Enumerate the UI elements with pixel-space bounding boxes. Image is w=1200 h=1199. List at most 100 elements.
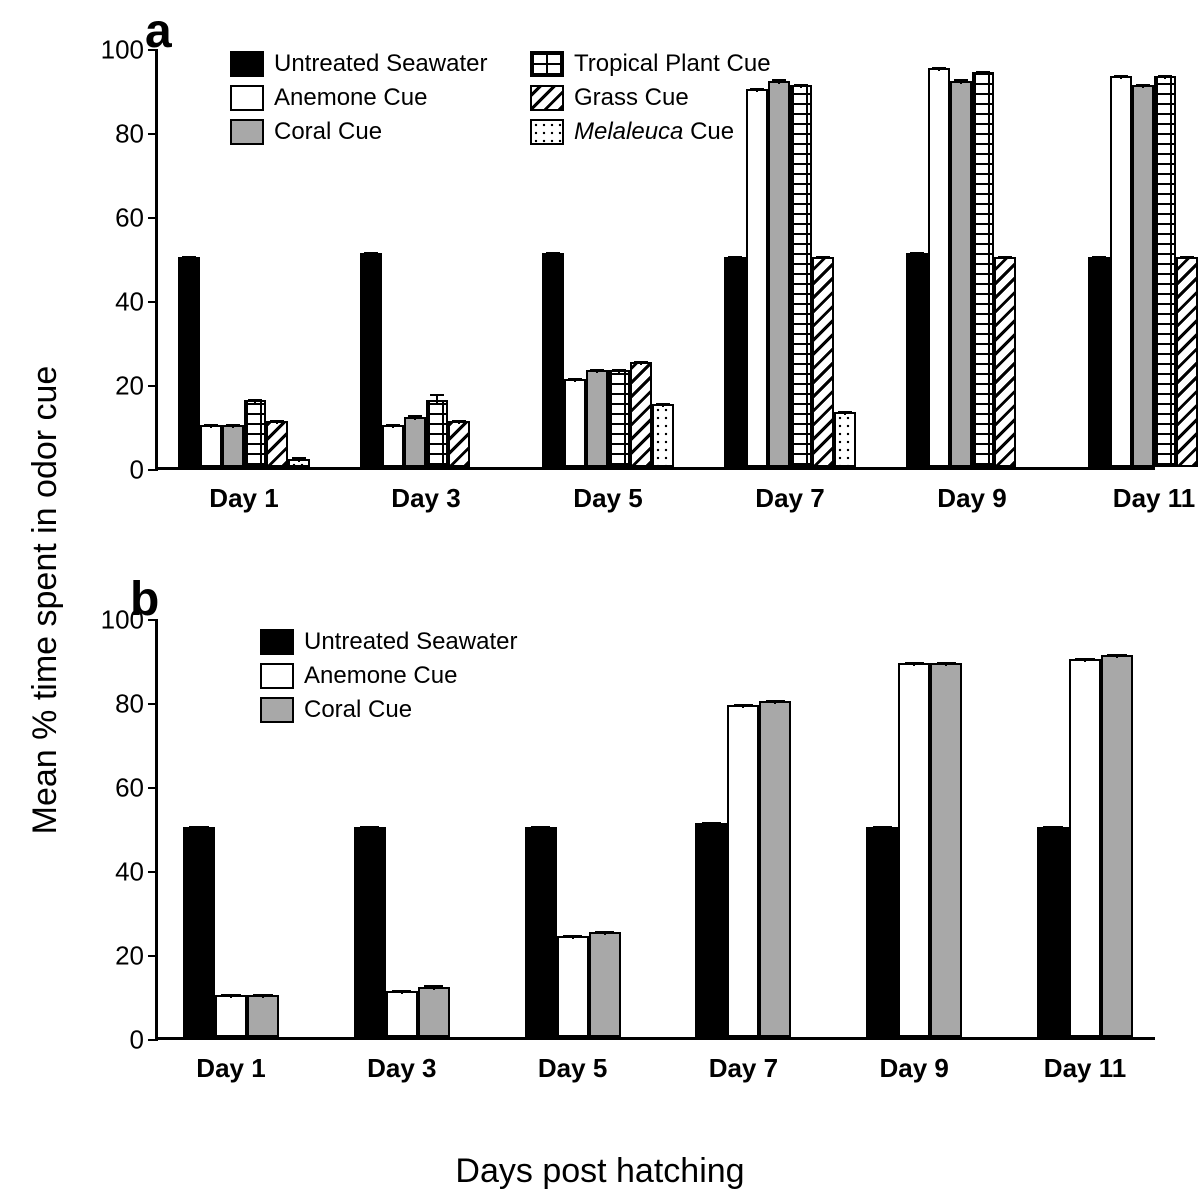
bar <box>247 995 279 1037</box>
error-cap <box>905 662 924 664</box>
y-tick-label: 20 <box>94 941 144 972</box>
bar <box>1088 257 1110 467</box>
error-cap <box>1136 84 1149 86</box>
error-cap <box>595 931 614 933</box>
bar <box>608 370 630 467</box>
error-cap <box>937 662 956 664</box>
y-tick-label: 100 <box>94 35 144 66</box>
y-tick <box>148 385 158 387</box>
error-cap <box>1092 256 1105 258</box>
bar <box>930 663 962 1037</box>
error-cap <box>226 424 239 426</box>
y-tick-label: 40 <box>94 857 144 888</box>
bar <box>1101 655 1133 1037</box>
error-cap <box>794 84 807 86</box>
bar <box>525 827 557 1037</box>
bar <box>994 257 1016 467</box>
error-cap <box>816 256 829 258</box>
bar <box>812 257 834 467</box>
error-cap <box>998 256 1011 258</box>
x-category-label: Day 5 <box>538 1053 607 1084</box>
y-tick-label: 100 <box>94 605 144 636</box>
bar <box>695 823 727 1037</box>
error-cap <box>531 826 550 828</box>
error-cap <box>189 826 208 828</box>
bar <box>928 68 950 467</box>
legend-swatch <box>230 119 264 145</box>
legend-label: Coral Cue <box>304 696 412 724</box>
bar <box>586 370 608 467</box>
error-cap <box>424 985 443 987</box>
error-cap <box>976 71 989 73</box>
y-tick <box>148 469 158 471</box>
bar <box>972 72 994 467</box>
bar <box>404 417 426 467</box>
bar <box>183 827 215 1037</box>
bar <box>222 425 244 467</box>
bar <box>768 81 790 467</box>
error-cap <box>590 369 603 371</box>
bar <box>426 400 448 467</box>
x-category-label: Day 7 <box>709 1053 778 1084</box>
y-tick-label: 80 <box>94 119 144 150</box>
legend-item: Grass Cue <box>530 84 689 112</box>
bar <box>200 425 222 467</box>
bar <box>386 991 418 1037</box>
y-tick <box>148 955 158 957</box>
bar <box>360 253 382 467</box>
legend-item: Melaleuca Cue <box>530 118 734 146</box>
bar <box>1069 659 1101 1037</box>
y-tick-label: 0 <box>94 1025 144 1056</box>
legend-label: Untreated Seawater <box>304 628 517 656</box>
error-cap <box>221 994 240 996</box>
error-cap <box>182 256 195 258</box>
bar <box>448 421 470 467</box>
error-cap <box>656 403 669 405</box>
error-cap <box>568 378 581 380</box>
error-cap <box>873 826 892 828</box>
bar <box>1176 257 1198 467</box>
x-category-label: Day 3 <box>391 483 460 514</box>
error-cap <box>430 394 443 396</box>
error-cap <box>1180 256 1193 258</box>
error-cap <box>248 399 261 401</box>
error-cap <box>386 424 399 426</box>
y-tick <box>148 1039 158 1041</box>
x-category-label: Day 5 <box>573 483 642 514</box>
error-cap <box>364 252 377 254</box>
bar <box>557 936 589 1037</box>
y-tick <box>148 619 158 621</box>
legend-label: Anemone Cue <box>304 662 457 690</box>
y-tick-label: 0 <box>94 455 144 486</box>
figure-dual-panel-barchart: Mean % time spent in odor cue Days post … <box>0 0 1200 1199</box>
error-cap <box>838 411 851 413</box>
error-cap <box>1158 75 1171 77</box>
error-cap <box>204 424 217 426</box>
x-category-label: Day 1 <box>196 1053 265 1084</box>
error-cap <box>292 457 305 459</box>
x-category-label: Day 3 <box>367 1053 436 1084</box>
y-tick <box>148 49 158 51</box>
error-cap <box>702 822 721 824</box>
x-category-label: Day 11 <box>1113 483 1195 514</box>
y-tick-label: 20 <box>94 371 144 402</box>
bar <box>589 932 621 1037</box>
legend-item: Untreated Seawater <box>260 628 517 656</box>
legend-item: Anemone Cue <box>230 84 427 112</box>
error-cap <box>360 826 379 828</box>
bar <box>1037 827 1069 1037</box>
error-cap <box>728 256 741 258</box>
bar <box>630 362 652 467</box>
error-cap <box>1075 658 1094 660</box>
legend-item: Coral Cue <box>260 696 412 724</box>
y-tick-label: 60 <box>94 203 144 234</box>
bar <box>178 257 200 467</box>
legend-swatch <box>260 697 294 723</box>
legend-swatch <box>230 51 264 77</box>
error-cap <box>408 415 421 417</box>
bar <box>564 379 586 467</box>
legend-swatch <box>530 51 564 77</box>
legend-item: Untreated Seawater <box>230 50 487 78</box>
error-cap <box>253 994 272 996</box>
bar <box>898 663 930 1037</box>
